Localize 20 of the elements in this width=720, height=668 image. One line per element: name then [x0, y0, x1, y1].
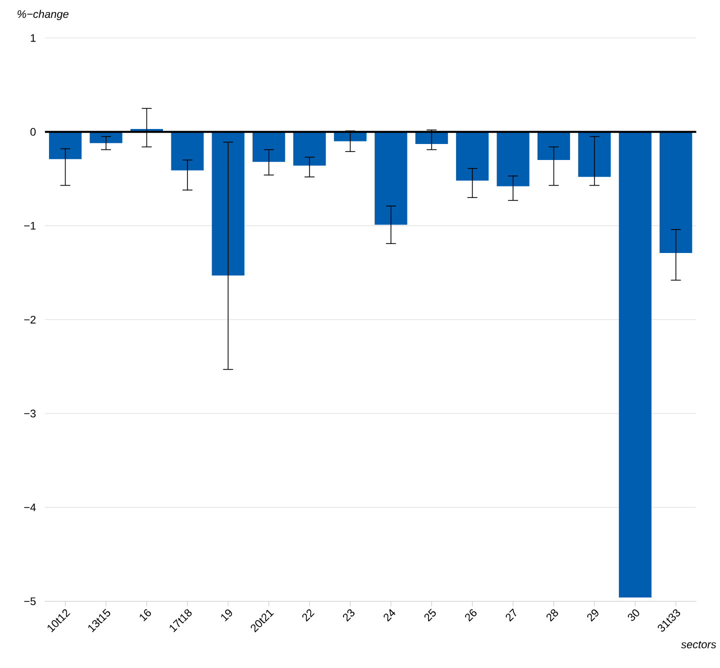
y-tick-label: 1 — [30, 34, 36, 42]
y-tick-label: −3 — [24, 410, 36, 418]
x-tick-label: 26 — [465, 609, 477, 622]
x-tick-label: 19 — [221, 609, 232, 622]
x-tick-label: 16 — [140, 609, 151, 622]
x-axis-title: sectors — [681, 641, 716, 648]
x-tick-label: 24 — [384, 608, 396, 622]
y-tick-label: −1 — [24, 222, 36, 230]
y-tick-label: −4 — [24, 504, 36, 512]
x-tick-label: 30 — [628, 609, 640, 621]
x-tick-label: 29 — [587, 609, 598, 622]
x-tick-label: 28 — [546, 609, 558, 622]
x-tick-label: 27 — [506, 608, 516, 622]
x-tick-label: 22 — [302, 609, 315, 622]
y-axis-title: %−change — [18, 10, 68, 20]
y-tick-label: −2 — [24, 316, 36, 324]
x-tick-label: 23 — [342, 609, 355, 622]
x-tick-label: 25 — [424, 608, 436, 622]
y-tick-label: −5 — [24, 597, 36, 606]
y-tick-label: 0 — [30, 128, 36, 136]
